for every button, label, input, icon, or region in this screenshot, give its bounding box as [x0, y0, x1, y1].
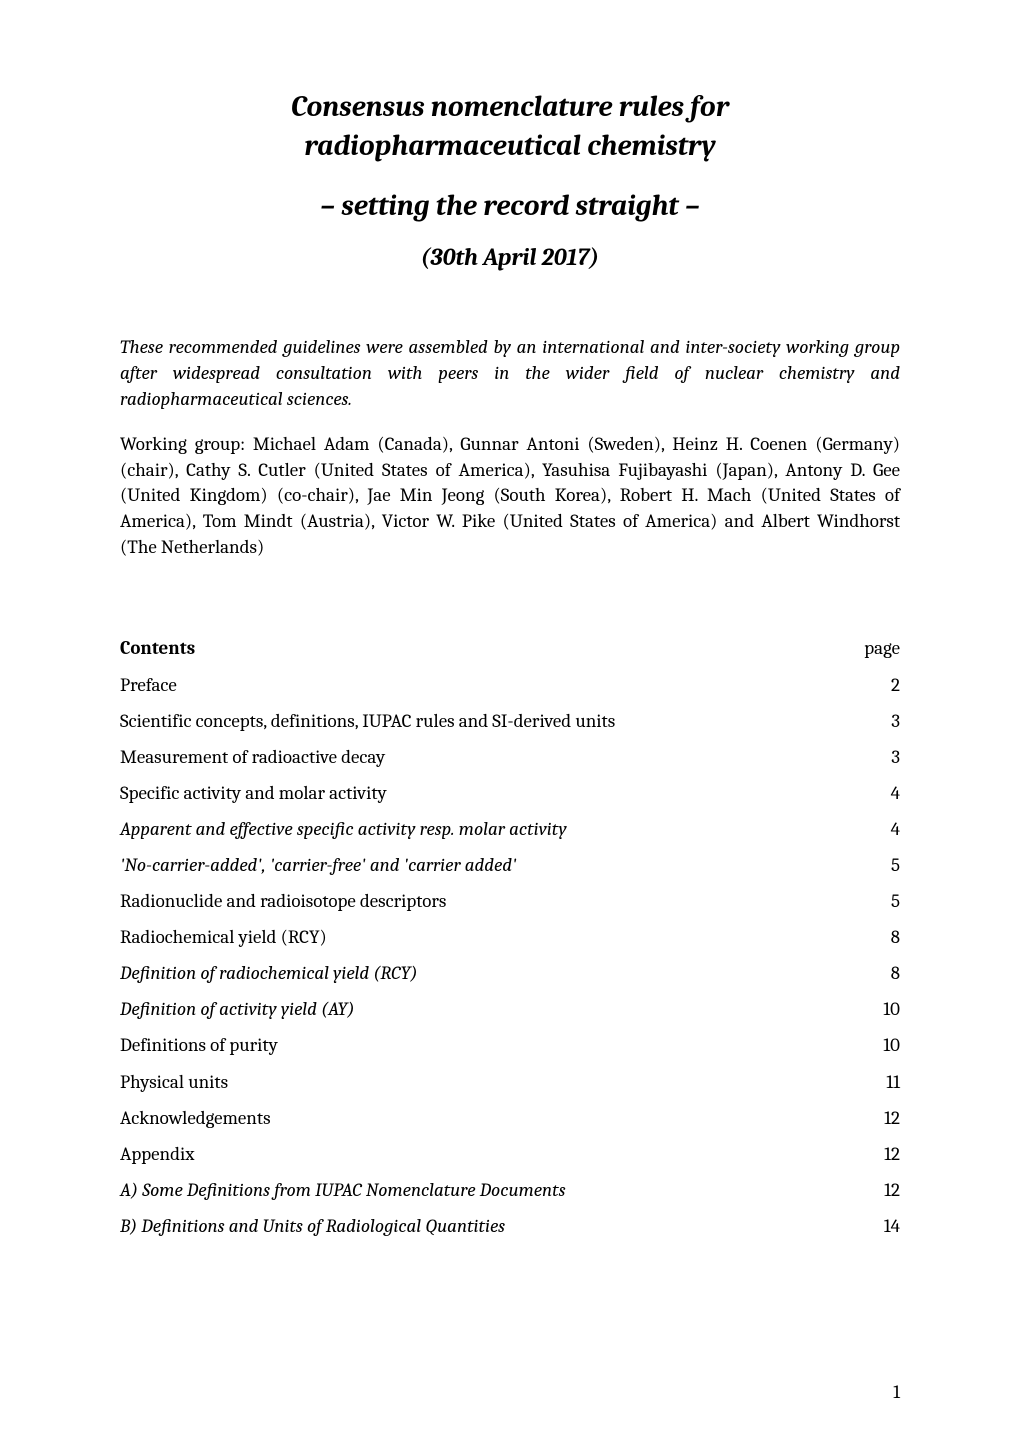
contents-item-page: 5 [850, 883, 900, 919]
contents-item-page: 5 [850, 847, 900, 883]
contents-row: 'No-carrier-added', 'carrier-free' and '… [120, 847, 900, 883]
working-group-paragraph: Working group: Michael Adam (Canada), Gu… [120, 432, 900, 560]
contents-item-label: Radionuclide and radioisotope descriptor… [120, 883, 850, 919]
date: (30th April 2017) [120, 243, 900, 271]
contents-item-label: Radiochemical yield (RCY) [120, 919, 850, 955]
contents-row: Physical units11 [120, 1064, 900, 1100]
contents-header-row: Contents page [120, 630, 900, 666]
contents-row: Appendix12 [120, 1136, 900, 1172]
contents-item-page: 4 [850, 811, 900, 847]
contents-item-page: 4 [850, 775, 900, 811]
contents-row: Measurement of radioactive decay3 [120, 739, 900, 775]
contents-item-label: Specific activity and molar activity [120, 775, 850, 811]
contents-list: Preface2Scientific concepts, definitions… [120, 667, 900, 1245]
contents-row: Preface2 [120, 667, 900, 703]
contents-row: Definition of activity yield (AY)10 [120, 991, 900, 1027]
contents-item-label: Acknowledgements [120, 1100, 850, 1136]
title-block: Consensus nomenclature rules for radioph… [120, 88, 900, 271]
contents-row: B) Definitions and Units of Radiological… [120, 1208, 900, 1244]
contents-section: Contents page Preface2Scientific concept… [120, 630, 900, 1244]
contents-item-page: 12 [850, 1172, 900, 1208]
contents-item-label: B) Definitions and Units of Radiological… [120, 1208, 850, 1244]
contents-row: Definition of radiochemical yield (RCY)8 [120, 955, 900, 991]
subtitle: – setting the record straight – [120, 190, 900, 223]
contents-item-page: 8 [850, 919, 900, 955]
intro-paragraph: These recommended guidelines were assemb… [120, 335, 900, 412]
contents-row: A) Some Definitions from IUPAC Nomenclat… [120, 1172, 900, 1208]
contents-item-page: 12 [850, 1136, 900, 1172]
contents-row: Specific activity and molar activity4 [120, 775, 900, 811]
contents-row: Definitions of purity10 [120, 1027, 900, 1063]
contents-item-page: 2 [850, 667, 900, 703]
contents-item-page: 10 [850, 991, 900, 1027]
title-line-1: Consensus nomenclature rules for [120, 88, 900, 127]
contents-item-label: Preface [120, 667, 850, 703]
contents-item-page: 3 [850, 739, 900, 775]
contents-row: Acknowledgements12 [120, 1100, 900, 1136]
contents-item-label: Physical units [120, 1064, 850, 1100]
contents-row: Radionuclide and radioisotope descriptor… [120, 883, 900, 919]
contents-header-page: page [850, 630, 900, 666]
contents-item-label: 'No-carrier-added', 'carrier-free' and '… [120, 847, 850, 883]
contents-item-page: 11 [850, 1064, 900, 1100]
contents-item-label: Definitions of purity [120, 1027, 850, 1063]
contents-row: Scientific concepts, definitions, IUPAC … [120, 703, 900, 739]
contents-item-label: Definition of activity yield (AY) [120, 991, 850, 1027]
contents-row: Radiochemical yield (RCY)8 [120, 919, 900, 955]
contents-item-label: Scientific concepts, definitions, IUPAC … [120, 703, 850, 739]
contents-item-page: 12 [850, 1100, 900, 1136]
contents-item-page: 10 [850, 1027, 900, 1063]
contents-item-page: 3 [850, 703, 900, 739]
contents-item-label: A) Some Definitions from IUPAC Nomenclat… [120, 1172, 850, 1208]
contents-item-label: Appendix [120, 1136, 850, 1172]
contents-item-label: Apparent and effective specific activity… [120, 811, 850, 847]
contents-row: Apparent and effective specific activity… [120, 811, 900, 847]
contents-item-page: 14 [850, 1208, 900, 1244]
contents-item-label: Definition of radiochemical yield (RCY) [120, 955, 850, 991]
page-number: 1 [893, 1381, 900, 1403]
contents-item-label: Measurement of radioactive decay [120, 739, 850, 775]
contents-header-label: Contents [120, 630, 850, 666]
title-line-2: radiopharmaceutical chemistry [120, 127, 900, 166]
contents-item-page: 8 [850, 955, 900, 991]
